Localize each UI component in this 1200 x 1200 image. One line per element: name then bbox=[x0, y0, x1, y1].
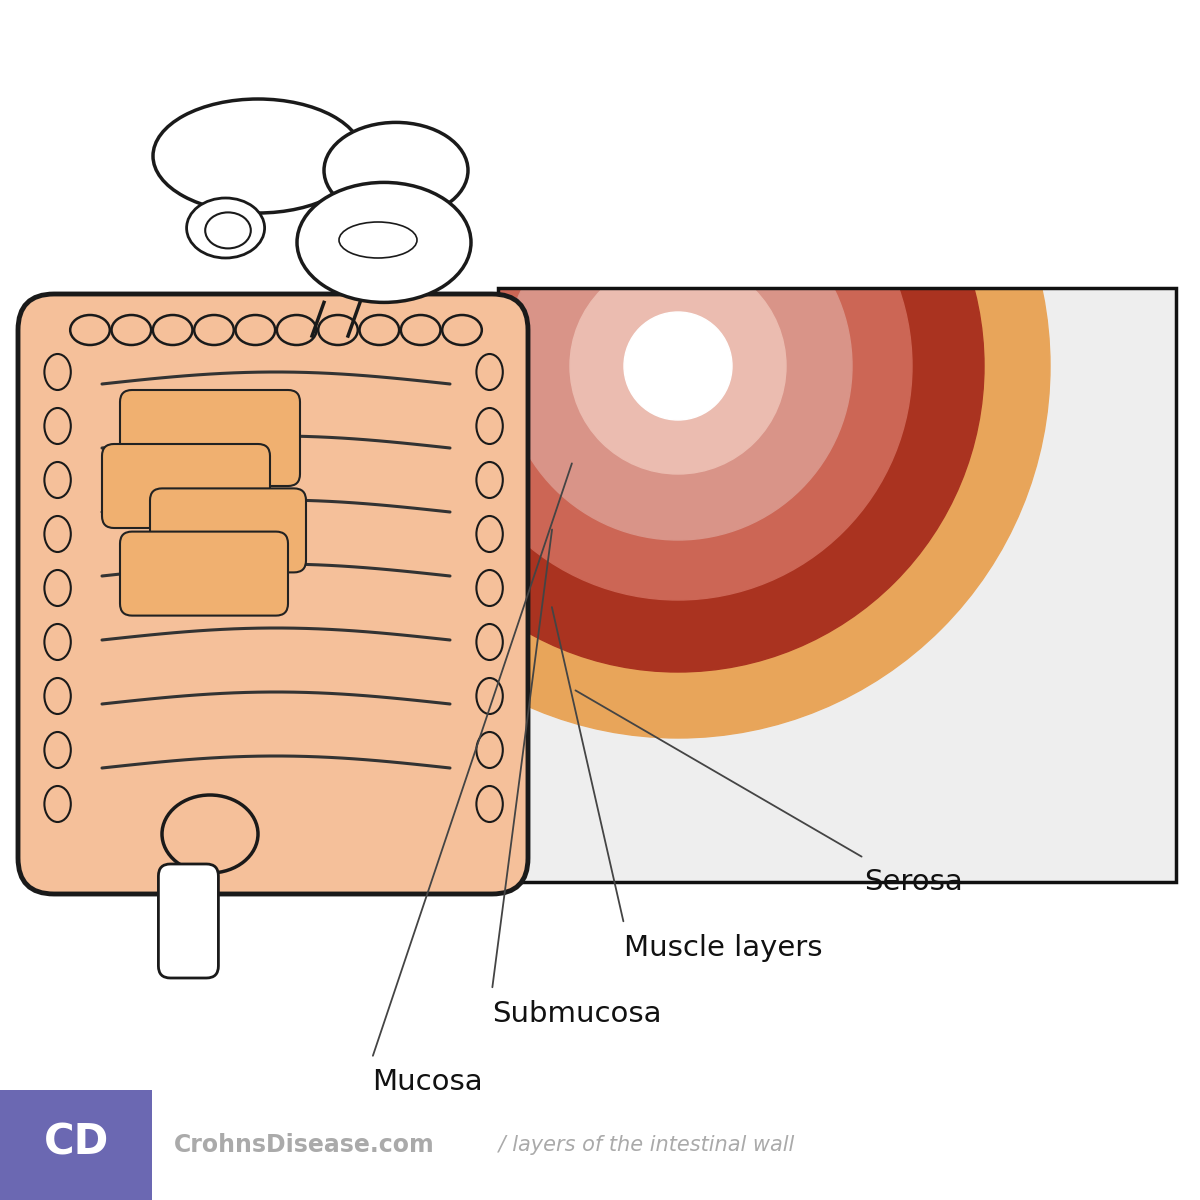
Text: / layers of the intestinal wall: / layers of the intestinal wall bbox=[492, 1135, 794, 1154]
Text: Mucosa: Mucosa bbox=[372, 1068, 482, 1096]
Ellipse shape bbox=[194, 314, 234, 346]
Bar bbox=[0, 1090, 152, 1200]
Ellipse shape bbox=[476, 408, 503, 444]
Circle shape bbox=[570, 258, 786, 474]
Ellipse shape bbox=[70, 314, 110, 346]
FancyBboxPatch shape bbox=[18, 294, 528, 894]
Ellipse shape bbox=[205, 212, 251, 248]
Ellipse shape bbox=[277, 314, 317, 346]
Ellipse shape bbox=[476, 786, 503, 822]
Ellipse shape bbox=[476, 354, 503, 390]
Ellipse shape bbox=[360, 314, 400, 346]
Circle shape bbox=[624, 312, 732, 420]
Ellipse shape bbox=[442, 314, 482, 346]
Ellipse shape bbox=[401, 314, 440, 346]
Ellipse shape bbox=[44, 732, 71, 768]
Circle shape bbox=[444, 132, 912, 600]
Ellipse shape bbox=[44, 516, 71, 552]
FancyBboxPatch shape bbox=[150, 488, 306, 572]
Ellipse shape bbox=[44, 462, 71, 498]
Ellipse shape bbox=[187, 198, 265, 258]
Ellipse shape bbox=[298, 182, 470, 302]
Text: CD: CD bbox=[43, 1122, 109, 1164]
Ellipse shape bbox=[44, 354, 71, 390]
Ellipse shape bbox=[476, 624, 503, 660]
FancyBboxPatch shape bbox=[158, 864, 218, 978]
Ellipse shape bbox=[44, 408, 71, 444]
Ellipse shape bbox=[44, 570, 71, 606]
Circle shape bbox=[306, 0, 1050, 738]
Text: Serosa: Serosa bbox=[864, 868, 962, 895]
Ellipse shape bbox=[476, 678, 503, 714]
Bar bbox=[0, 882, 1200, 1200]
Ellipse shape bbox=[476, 516, 503, 552]
Circle shape bbox=[504, 192, 852, 540]
Ellipse shape bbox=[154, 98, 364, 214]
Ellipse shape bbox=[476, 732, 503, 768]
Ellipse shape bbox=[44, 624, 71, 660]
Ellipse shape bbox=[44, 786, 71, 822]
Ellipse shape bbox=[476, 462, 503, 498]
Bar bbox=[0, 0, 498, 1200]
Text: CrohnsDisease.com: CrohnsDisease.com bbox=[174, 1133, 434, 1157]
Ellipse shape bbox=[476, 570, 503, 606]
Ellipse shape bbox=[235, 314, 275, 346]
Ellipse shape bbox=[162, 794, 258, 874]
FancyBboxPatch shape bbox=[102, 444, 270, 528]
Ellipse shape bbox=[318, 314, 358, 346]
Text: Muscle layers: Muscle layers bbox=[624, 934, 822, 961]
Ellipse shape bbox=[324, 122, 468, 218]
Text: Submucosa: Submucosa bbox=[492, 1000, 661, 1027]
Bar bbox=[498, 288, 1176, 882]
Bar bbox=[1176, 0, 1200, 1200]
Ellipse shape bbox=[340, 222, 418, 258]
Bar bbox=[498, 288, 1176, 882]
FancyBboxPatch shape bbox=[120, 532, 288, 616]
Circle shape bbox=[372, 60, 984, 672]
Ellipse shape bbox=[152, 314, 192, 346]
Ellipse shape bbox=[112, 314, 151, 346]
Bar bbox=[0, 0, 1200, 288]
FancyBboxPatch shape bbox=[120, 390, 300, 486]
Ellipse shape bbox=[44, 678, 71, 714]
